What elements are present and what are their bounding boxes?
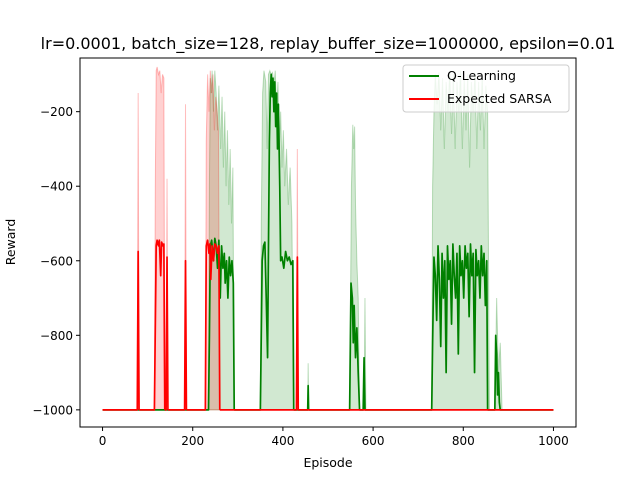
- mean-lines: [102, 73, 554, 411]
- legend-box: [402, 64, 570, 113]
- y-tick-label: −1000: [32, 403, 73, 417]
- chart-title: lr=0.0001, batch_size=128, replay_buffer…: [41, 34, 616, 54]
- x-tick-label: 600: [362, 434, 385, 448]
- y-axis-ticks: −1000 −800 −600 −400 −200: [32, 105, 80, 417]
- x-tick-label: 800: [452, 434, 475, 448]
- legend-label-expected-sarsa: Expected SARSA: [447, 91, 552, 106]
- y-tick-label: −400: [40, 180, 73, 194]
- q-learning-line-3: [308, 282, 361, 411]
- legend-label-q-learning: Q-Learning: [447, 68, 516, 83]
- axes-frame: [79, 57, 577, 428]
- y-tick-label: −800: [40, 329, 73, 343]
- x-tick-label: 200: [181, 434, 204, 448]
- q-learning-band-0: [208, 70, 235, 411]
- expected-sarsa-line-5: [219, 256, 554, 411]
- x-tick-label: 0: [99, 434, 107, 448]
- y-axis-label: Reward: [3, 219, 18, 266]
- expected-sarsa-line-3: [167, 259, 188, 411]
- legend: Q-Learning Expected SARSA: [402, 64, 570, 113]
- expected-sarsa-line-2: [164, 256, 169, 411]
- q-learning-line-1: [234, 73, 295, 411]
- x-axis-label: Episode: [303, 455, 352, 470]
- expected-sarsa-line-1: [139, 239, 166, 411]
- y-tick-label: −200: [40, 105, 73, 119]
- expected-sarsa-line-4: [186, 239, 221, 411]
- q-learning-line-5: [364, 243, 489, 411]
- expected-sarsa-band-1: [153, 66, 166, 411]
- expected-sarsa-line-0: [102, 250, 140, 411]
- y-tick-label: −600: [40, 254, 73, 268]
- q-learning-line-0: [102, 237, 236, 411]
- x-tick-label: 400: [271, 434, 294, 448]
- q-learning-line-6: [487, 334, 554, 411]
- q-learning-band-5: [431, 70, 490, 411]
- x-tick-label: 1000: [538, 434, 569, 448]
- x-axis-ticks: 0 200 400 600 800 1000: [99, 427, 569, 448]
